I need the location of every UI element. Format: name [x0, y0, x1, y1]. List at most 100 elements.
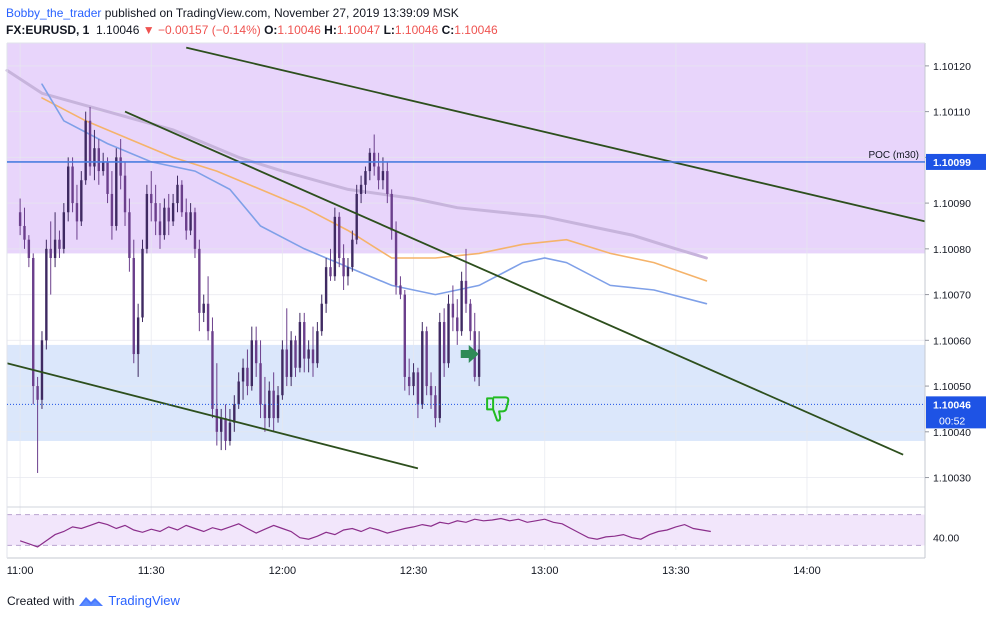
candle-body — [228, 422, 232, 441]
candle-body — [110, 193, 114, 226]
candle-body — [442, 322, 446, 364]
candle-body — [141, 248, 144, 318]
candle-body — [438, 322, 441, 419]
last-price-text: 1.10046 — [933, 399, 971, 411]
price-tick-label: 1.10090 — [933, 198, 971, 210]
candle-body — [390, 193, 393, 231]
candle-body — [185, 212, 188, 231]
time-tick-label: 11:00 — [7, 565, 34, 577]
candle-body — [150, 193, 153, 204]
chart-header: Bobby_the_trader published on TradingVie… — [6, 5, 498, 39]
price-tick-label: 1.10060 — [933, 335, 971, 347]
candle-body — [451, 303, 455, 318]
candle-body — [154, 203, 157, 222]
candle-body — [32, 257, 35, 387]
time-tick-label: 14:00 — [793, 565, 821, 577]
candle-body — [211, 331, 214, 409]
candle-body — [145, 193, 149, 249]
candle-body — [276, 395, 280, 419]
candle-body — [246, 367, 249, 387]
candle-body — [399, 285, 402, 295]
candle-body — [198, 248, 201, 313]
candle-body — [456, 317, 459, 332]
candle-body — [23, 225, 26, 240]
candle-body — [289, 340, 293, 377]
candle-body — [58, 239, 61, 249]
candle-body — [241, 367, 245, 382]
price-chart[interactable]: 1.101201.101101.101001.100901.100801.100… — [0, 0, 988, 585]
candle-body — [62, 212, 66, 249]
open-label: O: — [264, 23, 278, 37]
candle-body — [132, 257, 135, 355]
published-text: published on TradingView.com, November 2… — [104, 6, 459, 20]
close-value: 1.10046 — [454, 23, 498, 37]
author-link[interactable]: Bobby_the_trader — [6, 6, 102, 20]
candle-body — [359, 184, 363, 194]
candle-body — [233, 404, 236, 423]
price-tick-label: 1.10070 — [933, 290, 971, 302]
low-value: 1.10046 — [394, 23, 439, 37]
candle-body — [477, 349, 481, 377]
ma_mid-line — [41, 97, 708, 282]
moving-averages-layer — [5, 68, 708, 305]
candle-body — [53, 239, 57, 258]
candle-body — [324, 267, 328, 304]
high-value: 1.10047 — [336, 23, 381, 37]
candle-body — [272, 390, 275, 419]
candle-body — [176, 184, 179, 204]
candle-body — [342, 257, 345, 277]
candle-body — [18, 212, 22, 226]
price-change: −0.00157 (−0.14%) — [157, 23, 261, 37]
candle-body — [429, 386, 433, 396]
candle-body — [88, 120, 92, 167]
candle-body — [447, 303, 450, 364]
tradingview-brand[interactable]: TradingView — [108, 593, 180, 608]
candle-body — [298, 322, 302, 368]
candle-body — [119, 157, 122, 176]
trendline-1 — [186, 46, 926, 223]
rsi-pane — [7, 506, 925, 548]
candle-body — [136, 317, 140, 355]
candle-body — [75, 203, 79, 222]
candle-body — [71, 166, 74, 204]
candle-body — [123, 175, 127, 213]
candle-body — [45, 248, 48, 341]
low-label: L: — [383, 23, 395, 37]
candle-body — [281, 349, 284, 396]
candle-body — [27, 239, 31, 258]
candle-body — [403, 294, 407, 377]
symbol-label[interactable]: FX:EURUSD, 1 — [6, 23, 90, 37]
candle-body — [268, 390, 271, 419]
candle-body — [93, 148, 96, 167]
trendline-3 — [6, 362, 419, 470]
high-label: H: — [324, 23, 337, 37]
candle-body — [49, 248, 52, 258]
price-tick-label: 1.10080 — [933, 244, 971, 256]
zone-support — [7, 344, 925, 441]
time-tick-label: 12:30 — [400, 565, 428, 577]
price-tick-label: 1.10120 — [933, 61, 971, 73]
arrow-right-icon — [460, 345, 479, 364]
time-tick-label: 11:30 — [138, 565, 165, 577]
candle-body — [285, 349, 288, 377]
trendline-2 — [124, 110, 904, 456]
candle-body — [101, 161, 105, 172]
thumbs-down-icon — [486, 396, 510, 422]
candle-body — [263, 404, 267, 419]
candle-body — [421, 331, 424, 405]
trendlines-layer — [6, 46, 926, 470]
poc-price-text: 1.10099 — [933, 157, 971, 169]
candle-body — [416, 372, 420, 405]
candle-body — [171, 203, 175, 222]
candle-body — [167, 207, 170, 222]
candle-body — [386, 171, 389, 194]
zones-layer — [7, 43, 925, 441]
poc-label: POC (m30) — [868, 150, 919, 161]
price-tick-label: 1.10050 — [933, 381, 971, 393]
candle-body — [254, 340, 258, 364]
candle-body — [381, 171, 385, 181]
candle-body — [40, 340, 44, 400]
candle-body — [351, 239, 354, 268]
candle-body — [377, 166, 380, 181]
candle-body — [215, 408, 219, 432]
